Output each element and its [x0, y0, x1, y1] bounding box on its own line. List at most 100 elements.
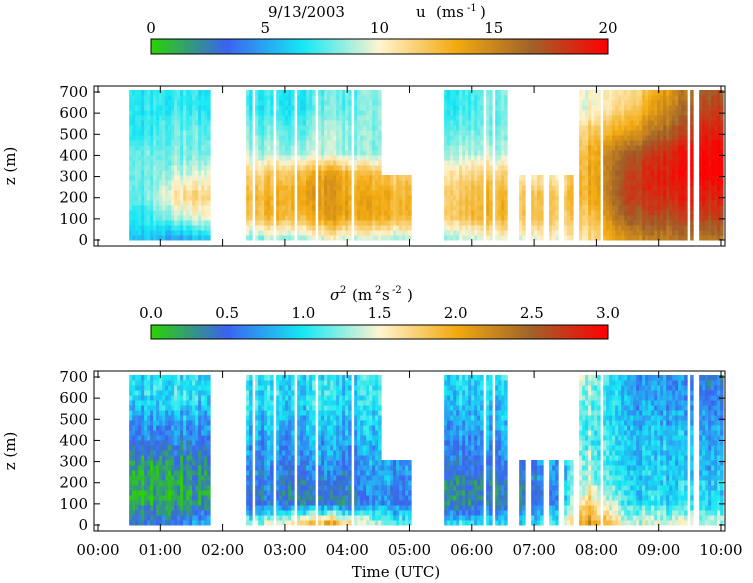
- top-heatmap-cell: [192, 150, 196, 156]
- top-heatmap-cell: [333, 125, 337, 131]
- top-heatmap-cell: [357, 160, 361, 166]
- top-heatmap-cell: [480, 195, 484, 201]
- top-heatmap-cell: [597, 155, 601, 161]
- top-heatmap-cell: [348, 225, 352, 231]
- top-heatmap-cell: [339, 145, 343, 151]
- top-heatmap-cell: [657, 165, 661, 171]
- top-heatmap-cell: [330, 185, 334, 191]
- top-heatmap-cell: [246, 220, 250, 226]
- top-heatmap-cell: [249, 130, 253, 136]
- top-heatmap-cell: [129, 235, 133, 241]
- top-heatmap-cell: [378, 200, 382, 206]
- top-heatmap-cell: [363, 160, 367, 166]
- top-heatmap-cell: [198, 135, 202, 141]
- top-heatmap-cell: [537, 190, 541, 196]
- top-heatmap-cell: [384, 210, 388, 216]
- top-heatmap-cell: [498, 225, 502, 231]
- top-heatmap-cell: [321, 160, 325, 166]
- top-heatmap-cell: [282, 145, 286, 151]
- top-heatmap-cell: [378, 175, 382, 181]
- top-heatmap-cell: [540, 210, 544, 216]
- top-heatmap-cell: [654, 90, 658, 96]
- top-heatmap-cell: [624, 210, 628, 216]
- top-heatmap-cell: [450, 175, 454, 181]
- top-heatmap-cell: [711, 130, 715, 136]
- top-heatmap-cell: [453, 190, 457, 196]
- top-heatmap-cell: [582, 195, 586, 201]
- bottom-heatmap-cell: [150, 470, 154, 476]
- top-heatmap-cell: [276, 115, 280, 121]
- top-heatmap-cell: [402, 205, 406, 211]
- top-heatmap-cell: [204, 100, 208, 106]
- top-heatmap-cell: [660, 105, 664, 111]
- top-heatmap-cell: [204, 135, 208, 141]
- top-heatmap-cell: [681, 185, 685, 191]
- top-heatmap-cell: [591, 190, 595, 196]
- top-heatmap-cell: [579, 155, 583, 161]
- bottom-heatmap-cell: [198, 405, 202, 411]
- top-heatmap-cell: [258, 175, 262, 181]
- top-heatmap-cell: [663, 135, 667, 141]
- top-heatmap-cell: [354, 120, 358, 126]
- top-heatmap-cell: [627, 185, 631, 191]
- top-heatmap-cell: [630, 110, 634, 116]
- top-heatmap-cell: [504, 125, 508, 131]
- top-heatmap-cell: [669, 115, 673, 121]
- top-heatmap-cell: [579, 115, 583, 121]
- top-heatmap-cell: [594, 105, 598, 111]
- bottom-heatmap-cell: [165, 390, 169, 396]
- top-heatmap-cell: [324, 100, 328, 106]
- top-heatmap-cell: [342, 115, 346, 121]
- top-heatmap-cell: [444, 105, 448, 111]
- top-heatmap-cell: [681, 115, 685, 121]
- top-heatmap-cell: [375, 95, 379, 101]
- top-heatmap-cell: [498, 235, 502, 241]
- top-heatmap-cell: [162, 235, 166, 241]
- top-heatmap-cell: [663, 180, 667, 186]
- top-heatmap-cell: [519, 220, 523, 226]
- top-heatmap-cell: [285, 205, 289, 211]
- top-heatmap-cell: [468, 205, 472, 211]
- top-heatmap-cell: [627, 90, 631, 96]
- top-heatmap-cell: [270, 205, 274, 211]
- top-heatmap-cell: [711, 115, 715, 121]
- top-heatmap-cell: [276, 150, 280, 156]
- top-heatmap-cell: [264, 110, 268, 116]
- top-heatmap-cell: [309, 215, 313, 221]
- top-y-tick-label: 600: [59, 104, 88, 122]
- top-heatmap-cell: [336, 155, 340, 161]
- top-heatmap-cell: [363, 115, 367, 121]
- top-heatmap-cell: [714, 165, 718, 171]
- top-heatmap-cell: [348, 205, 352, 211]
- top-heatmap-cell: [348, 135, 352, 141]
- top-heatmap-cell: [276, 190, 280, 196]
- top-heatmap-cell: [504, 90, 508, 96]
- top-heatmap-cell: [186, 155, 190, 161]
- top-heatmap-cell: [444, 90, 448, 96]
- top-heatmap-cell: [468, 120, 472, 126]
- top-heatmap-cell: [159, 140, 163, 146]
- top-heatmap-cell: [408, 205, 412, 211]
- top-heatmap-cell: [171, 225, 175, 231]
- top-heatmap-cell: [444, 195, 448, 201]
- top-heatmap-cell: [555, 200, 559, 206]
- top-heatmap-cell: [201, 200, 205, 206]
- top-heatmap-cell: [615, 145, 619, 151]
- top-heatmap-cell: [567, 225, 571, 231]
- bottom-heatmap-cell: [171, 490, 175, 496]
- top-heatmap-cell: [681, 105, 685, 111]
- top-heatmap-cell: [624, 235, 628, 241]
- top-heatmap-cell: [201, 175, 205, 181]
- top-heatmap-cell: [459, 160, 463, 166]
- bottom-heatmap-cell: [129, 405, 133, 411]
- top-heatmap-cell: [504, 185, 508, 191]
- top-heatmap-cell: [597, 225, 601, 231]
- top-heatmap-cell: [378, 165, 382, 171]
- top-heatmap-cell: [657, 95, 661, 101]
- top-heatmap-cell: [657, 230, 661, 236]
- top-heatmap-cell: [348, 160, 352, 166]
- bottom-heatmap-cell: [198, 420, 202, 426]
- top-heatmap-cell: [300, 140, 304, 146]
- top-heatmap-cell: [174, 190, 178, 196]
- top-heatmap-cell: [291, 175, 295, 181]
